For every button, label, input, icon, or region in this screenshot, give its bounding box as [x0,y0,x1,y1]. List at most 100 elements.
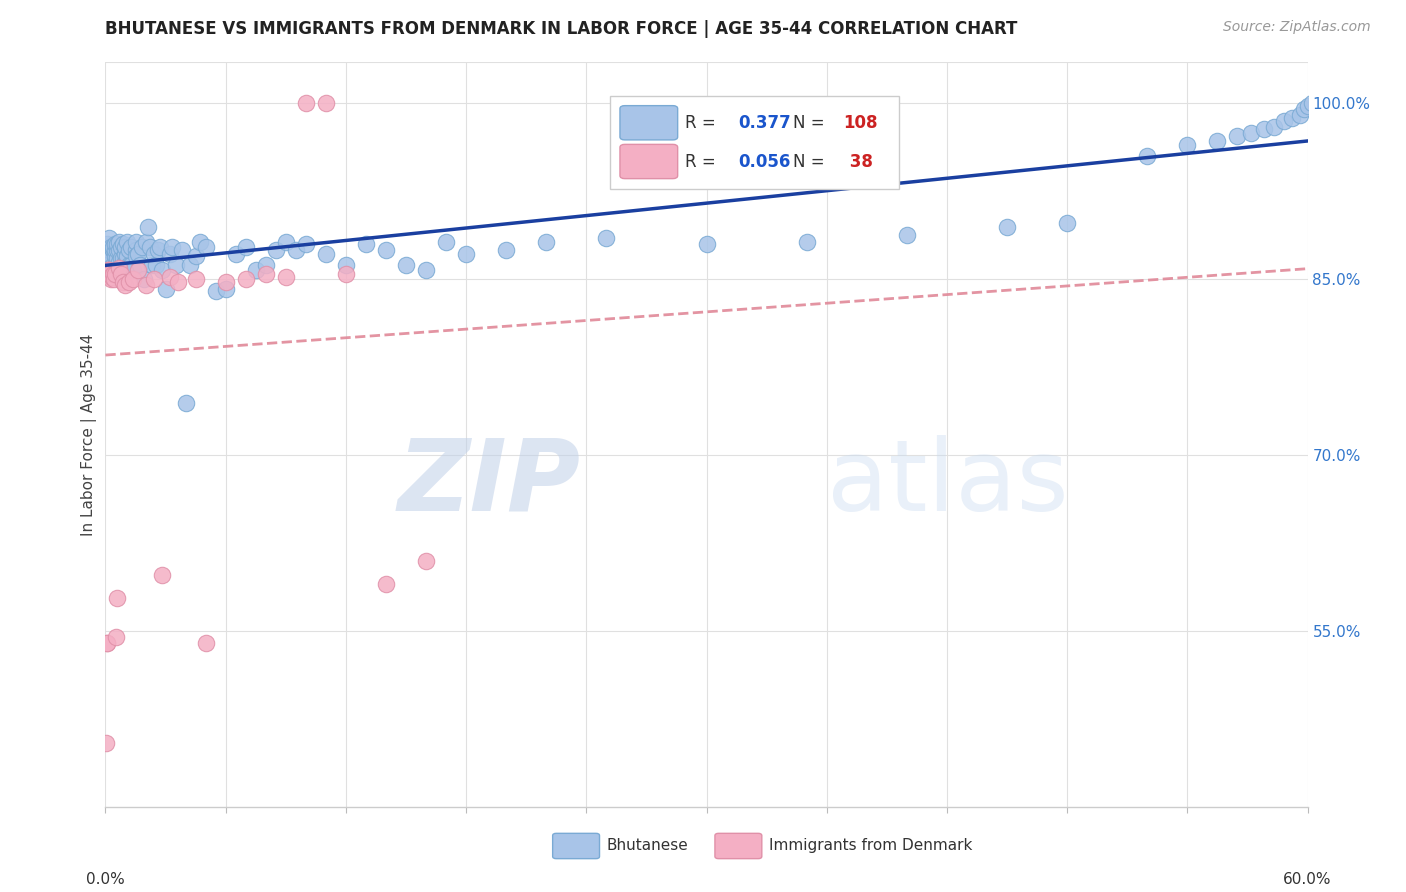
Point [1240,126,1263,140]
Point [104,263,127,277]
Point [254,258,277,272]
Point [264,243,287,257]
Point [108,243,131,257]
Point [110,239,132,253]
Point [117,249,139,263]
Point [110,267,132,281]
Point [1288,108,1310,122]
Text: atlas: atlas [827,434,1069,532]
Point [114,246,136,260]
Point [108,260,131,275]
Point [415,263,437,277]
Point [179,258,201,272]
Point [118,275,141,289]
Point [155,282,177,296]
Point [96,636,118,650]
Point [124,249,146,263]
Point [235,239,257,253]
Point [495,243,517,257]
Point [1253,122,1275,136]
Point [98,263,121,277]
Point [110,258,132,272]
Point [534,235,557,249]
Point [225,246,247,260]
Point [148,239,170,253]
Point [335,267,357,281]
Point [96,249,118,263]
Point [696,237,718,252]
Point [159,270,181,285]
Point [1292,103,1315,117]
Point [110,252,132,266]
Point [1136,149,1159,163]
Point [165,258,187,272]
Point [101,270,124,285]
Point [103,258,125,272]
Point [107,243,129,257]
Point [595,231,617,245]
Point [1177,137,1199,152]
Point [128,258,150,272]
Point [150,263,173,277]
Point [1281,111,1303,125]
Point [146,243,169,257]
Text: Source: ZipAtlas.com: Source: ZipAtlas.com [1223,20,1371,34]
Point [142,246,165,260]
Point [112,252,135,266]
Point [160,239,183,253]
Point [112,237,135,252]
Point [103,243,125,257]
Point [97,263,120,277]
Point [108,235,131,249]
Text: Bhutanese: Bhutanese [607,838,689,854]
Point [96,736,118,750]
Point [315,96,337,111]
Point [98,231,121,245]
Point [132,272,155,286]
Point [184,272,207,286]
Point [434,235,457,249]
Point [1301,96,1323,111]
FancyBboxPatch shape [620,105,678,140]
Point [194,636,217,650]
Point [335,258,357,272]
Point [284,243,307,257]
Point [124,235,146,249]
Y-axis label: In Labor Force | Age 35-44: In Labor Force | Age 35-44 [82,334,97,536]
Point [98,255,121,269]
Point [135,278,157,293]
Point [103,272,125,286]
Text: 0.056: 0.056 [738,153,790,170]
FancyBboxPatch shape [553,833,599,859]
Point [107,258,129,272]
Point [136,219,159,234]
Point [108,260,131,275]
Point [295,96,318,111]
Point [107,252,129,266]
Point [138,239,160,253]
Point [415,554,437,568]
Text: BHUTANESE VS IMMIGRANTS FROM DENMARK IN LABOR FORCE | AGE 35-44 CORRELATION CHAR: BHUTANESE VS IMMIGRANTS FROM DENMARK IN … [105,20,1018,37]
Point [121,258,143,272]
Point [166,275,188,289]
Point [124,243,146,257]
Point [1296,99,1319,113]
Point [131,239,153,253]
Point [170,243,193,257]
Point [204,284,226,298]
Point [1272,114,1295,128]
FancyBboxPatch shape [620,145,678,178]
Point [188,235,211,249]
Point [374,243,398,257]
Point [98,267,121,281]
Point [1226,129,1249,144]
Point [107,591,129,606]
Point [100,270,122,285]
FancyBboxPatch shape [610,96,898,189]
Point [214,282,236,296]
Text: N =: N = [793,153,830,170]
Point [150,568,173,582]
Point [274,235,297,249]
Point [100,239,122,253]
Point [235,272,257,286]
